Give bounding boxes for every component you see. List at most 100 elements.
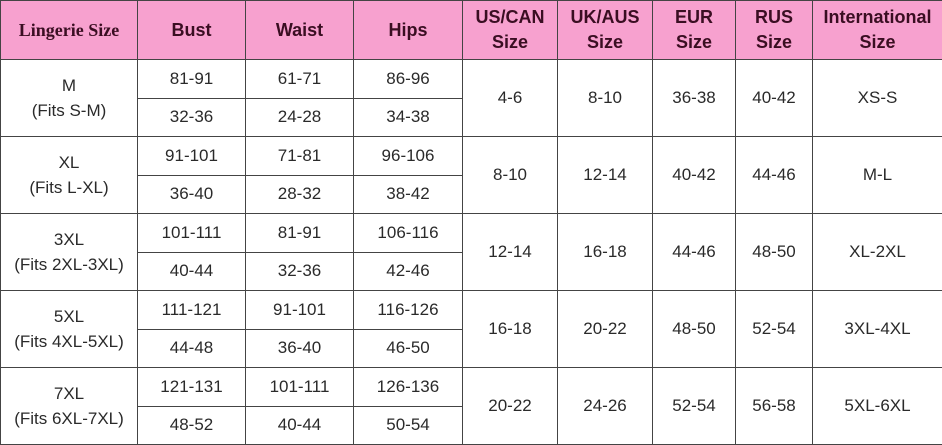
table-row: 5XL (Fits 4XL-5XL) 111-121 91-101 116-126 1… xyxy=(0,290,942,368)
bust-cm-cell: 101-111 xyxy=(137,213,246,253)
header-hips: Hips xyxy=(353,0,463,60)
hips-in-cell: 50-54 xyxy=(353,405,463,445)
header-international: International Size xyxy=(812,0,942,60)
uk-aus-cell: 16-18 xyxy=(557,213,653,291)
hips-cm-cell: 96-106 xyxy=(353,136,463,176)
uk-aus-cell: 12-14 xyxy=(557,136,653,214)
size-label: 7XL xyxy=(53,384,85,403)
header-lingerie-size: Lingerie Size xyxy=(0,0,138,60)
eur-cell: 48-50 xyxy=(652,290,736,368)
hips-in-cell: 34-38 xyxy=(353,97,463,137)
header-rus: RUS Size xyxy=(735,0,813,60)
header-line: UK/AUS xyxy=(570,7,640,27)
bust-in-cell: 32-36 xyxy=(137,97,246,137)
header-line: US/CAN xyxy=(475,7,545,27)
waist-cm-cell: 61-71 xyxy=(245,59,354,99)
table-subrow: 40-44 32-36 42-46 xyxy=(1,251,942,291)
uk-aus-cell: 24-26 xyxy=(557,367,653,445)
hips-cm-cell: 106-116 xyxy=(353,213,463,253)
uk-aus-cell: 8-10 xyxy=(557,59,653,137)
header-waist: Waist xyxy=(245,0,354,60)
header-line: International xyxy=(823,7,932,27)
waist-cm-cell: 101-111 xyxy=(245,367,354,407)
eur-cell: 40-42 xyxy=(652,136,736,214)
waist-in-cell: 40-44 xyxy=(245,405,354,445)
bust-in-cell: 44-48 xyxy=(137,328,246,368)
waist-in-cell: 32-36 xyxy=(245,251,354,291)
us-can-cell: 4-6 xyxy=(462,59,558,137)
international-cell: 5XL-6XL xyxy=(812,367,942,445)
eur-cell: 44-46 xyxy=(652,213,736,291)
table-subrow: 48-52 40-44 50-54 xyxy=(1,405,942,445)
header-line: EUR xyxy=(674,7,713,27)
international-cell: XS-S xyxy=(812,59,942,137)
size-label: 5XL xyxy=(53,307,85,326)
table-subrow: 44-48 36-40 46-50 xyxy=(1,328,942,368)
header-line: Size xyxy=(491,32,529,52)
table-subrow: 32-36 24-28 34-38 xyxy=(1,97,942,137)
hips-cm-cell: 116-126 xyxy=(353,290,463,330)
waist-cm-cell: 81-91 xyxy=(245,213,354,253)
table-row: M (Fits S-M) 81-91 61-71 86-96 4-6 8-10 36-38… xyxy=(0,59,942,137)
header-eur: EUR Size xyxy=(652,0,736,60)
bust-in-cell: 36-40 xyxy=(137,174,246,214)
lingerie-size-cell: 5XL (Fits 4XL-5XL) xyxy=(0,290,138,368)
lingerie-size-cell: XL (Fits L-XL) xyxy=(0,136,138,214)
header-us-can: US/CAN Size xyxy=(462,0,558,60)
international-cell: XL-2XL xyxy=(812,213,942,291)
table-row: XL (Fits L-XL) 91-101 71-81 96-106 8-10 12-1… xyxy=(0,136,942,214)
table-row: 7XL (Fits 6XL-7XL) 121-131 101-111 126-136 … xyxy=(0,367,942,445)
header-bust: Bust xyxy=(137,0,246,60)
us-can-cell: 8-10 xyxy=(462,136,558,214)
waist-cm-cell: 71-81 xyxy=(245,136,354,176)
size-label: M xyxy=(61,76,77,95)
size-label: 3XL xyxy=(53,230,85,249)
lingerie-size-cell: 3XL (Fits 2XL-3XL) xyxy=(0,213,138,291)
uk-aus-cell: 20-22 xyxy=(557,290,653,368)
waist-cm-cell: 91-101 xyxy=(245,290,354,330)
bust-cm-cell: 81-91 xyxy=(137,59,246,99)
us-can-cell: 16-18 xyxy=(462,290,558,368)
bust-cm-cell: 111-121 xyxy=(137,290,246,330)
header-uk-aus: UK/AUS Size xyxy=(557,0,653,60)
eur-cell: 36-38 xyxy=(652,59,736,137)
fits-label: (Fits 4XL-5XL) xyxy=(14,332,124,351)
header-line: Size xyxy=(755,32,793,52)
waist-in-cell: 28-32 xyxy=(245,174,354,214)
lingerie-size-cell: 7XL (Fits 6XL-7XL) xyxy=(0,367,138,445)
hips-in-cell: 46-50 xyxy=(353,328,463,368)
bust-in-cell: 48-52 xyxy=(137,405,246,445)
fits-label: (Fits 2XL-3XL) xyxy=(14,255,124,274)
fits-label: (Fits L-XL) xyxy=(29,178,109,197)
table-subrow: 36-40 28-32 38-42 xyxy=(1,174,942,214)
rus-cell: 56-58 xyxy=(735,367,813,445)
header-row: Lingerie Size Bust Waist Hips US/CAN Size… xyxy=(0,0,942,60)
hips-cm-cell: 126-136 xyxy=(353,367,463,407)
header-line: Size xyxy=(675,32,713,52)
fits-label: (Fits 6XL-7XL) xyxy=(14,409,124,428)
header-line: RUS xyxy=(754,7,793,27)
size-label: XL xyxy=(58,153,80,172)
table-row: 3XL (Fits 2XL-3XL) 101-111 81-91 106-116 12… xyxy=(0,213,942,291)
header-line: Size xyxy=(586,32,624,52)
eur-cell: 52-54 xyxy=(652,367,736,445)
international-cell: 3XL-4XL xyxy=(812,290,942,368)
international-cell: M-L xyxy=(812,136,942,214)
bust-in-cell: 40-44 xyxy=(137,251,246,291)
us-can-cell: 12-14 xyxy=(462,213,558,291)
rus-cell: 48-50 xyxy=(735,213,813,291)
rus-cell: 40-42 xyxy=(735,59,813,137)
rus-cell: 52-54 xyxy=(735,290,813,368)
header-line: Size xyxy=(859,32,896,52)
waist-in-cell: 36-40 xyxy=(245,328,354,368)
bust-cm-cell: 91-101 xyxy=(137,136,246,176)
rus-cell: 44-46 xyxy=(735,136,813,214)
hips-cm-cell: 86-96 xyxy=(353,59,463,99)
lingerie-size-cell: M (Fits S-M) xyxy=(0,59,138,137)
bust-cm-cell: 121-131 xyxy=(137,367,246,407)
fits-label: (Fits S-M) xyxy=(31,101,107,120)
waist-in-cell: 24-28 xyxy=(245,97,354,137)
hips-in-cell: 38-42 xyxy=(353,174,463,214)
us-can-cell: 20-22 xyxy=(462,367,558,445)
